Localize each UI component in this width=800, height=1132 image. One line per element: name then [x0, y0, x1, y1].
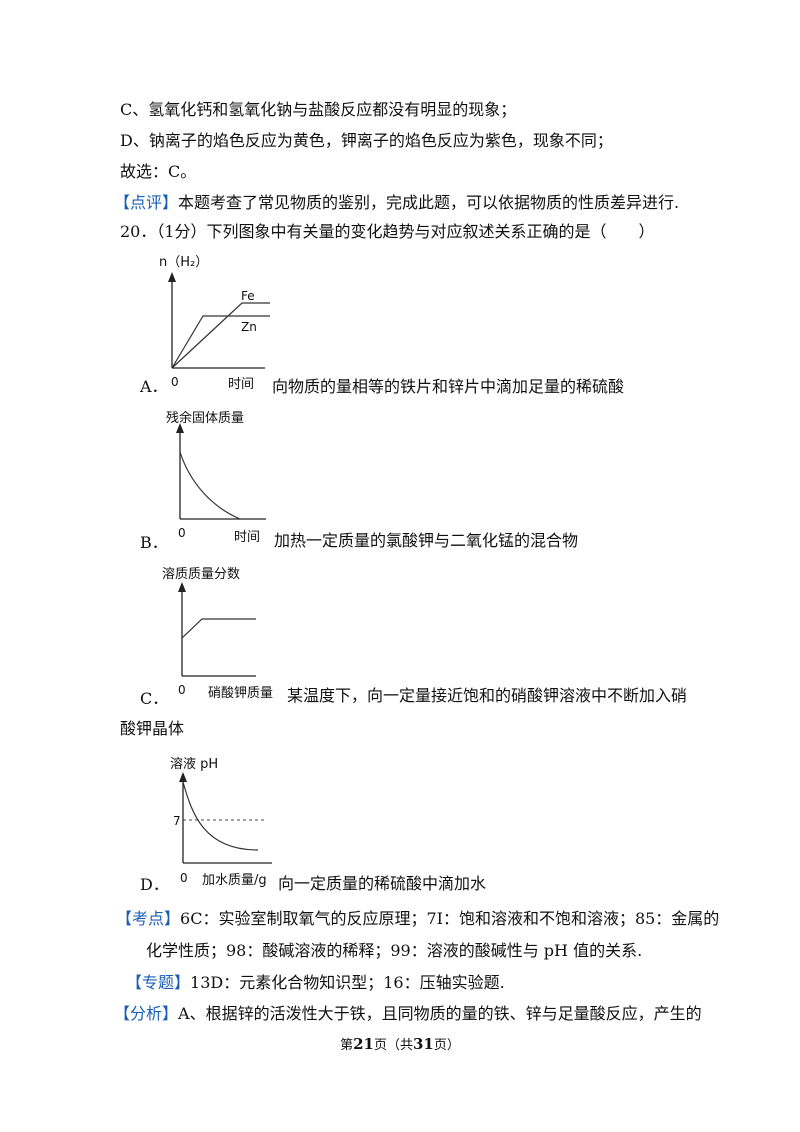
comment-text: 本题考查了常见物质的鉴别，完成此题，可以依据物质的性质差异进行.: [178, 193, 680, 212]
graph-b-curve: [179, 451, 241, 520]
graph-d: 溶液 pH 7 0 加水质量/g: [160, 752, 280, 896]
option-d: D．: [140, 874, 169, 896]
graph-b: 残余固体质量 0 时间: [162, 405, 272, 554]
option-c-letter: C．: [140, 689, 169, 708]
option-d-text: 向一定质量的稀硫酸中滴加水: [278, 874, 487, 893]
graph-a-zn-label: Zn: [241, 320, 257, 334]
graph-a-origin: 0: [171, 375, 179, 389]
kaodian-line: 【考点】6C：实验室制取氧气的反应原理；7I：饱和溶液和不饱和溶液；85：金属的: [116, 908, 719, 930]
graph-c-xlabel: 硝酸钾质量: [208, 686, 273, 701]
graph-c-line: [181, 618, 256, 639]
option-d-explanation: D、钠离子的焰色反应为黄色，钾离子的焰色反应为紫色，现象不同；: [120, 131, 613, 150]
answer-line: 故选：C。: [120, 162, 197, 181]
graph-a-fe-label: Fe: [241, 289, 255, 303]
kaodian-line-2: 化学性质；98：酸碱溶液的稀释；99：溶液的酸碱性与 pH 值的关系.: [146, 941, 643, 960]
option-c-text-cont: 酸钾晶体: [120, 719, 185, 738]
graph-d-ref-label: 7: [173, 814, 181, 828]
graph-d-xlabel: 加水质量/g: [202, 873, 267, 888]
zhuanti-tag: 【专题】: [126, 973, 191, 992]
option-a-letter: A．: [140, 377, 168, 396]
graph-b-xlabel: 时间: [234, 530, 260, 545]
option-b-letter: B．: [140, 533, 168, 552]
option-c-text: 某温度下，向一定量接近饱和的硝酸钾溶液中不断加入硝: [287, 686, 688, 705]
footer-total-pages: 31: [413, 1035, 434, 1053]
zhuanti-text: 13D：元素化合物知识型；16：压轴实验题.: [190, 973, 505, 992]
graph-d-yaxis-arrow: [179, 772, 187, 782]
graph-d-ylabel: 溶液 pH: [170, 757, 218, 772]
graph-c-origin: 0: [178, 683, 186, 697]
graph-a-zn-line: [171, 315, 270, 369]
graph-b-ylabel: 残余固体质量: [166, 410, 244, 426]
comment-tag: 【点评】: [114, 193, 179, 212]
graph-a-yaxis-arrow: [168, 272, 176, 282]
graph-d-origin: 0: [180, 871, 188, 885]
zhuanti-line: 【专题】13D：元素化合物知识型；16：压轴实验题.: [126, 972, 505, 994]
footer-pre: 第: [340, 1038, 354, 1053]
graph-a-ylabel: n（H₂）: [159, 255, 208, 270]
option-d-letter: D．: [140, 875, 169, 894]
graph-a-xlabel: 时间: [228, 377, 254, 390]
graph-c-ylabel: 溶质质量分数: [162, 567, 240, 582]
option-a-text: 向物质的量相等的铁片和锌片中滴加足量的稀硫酸: [272, 377, 625, 396]
graph-c-yaxis-arrow: [178, 582, 186, 592]
kaodian-text: 6C：实验室制取氧气的反应原理；7I：饱和溶液和不饱和溶液；85：金属的: [180, 909, 720, 928]
comment-line: 【点评】本题考查了常见物质的鉴别，完成此题，可以依据物质的性质差异进行.: [114, 192, 679, 214]
graph-c: 溶质质量分数 0 硝酸钾质量: [160, 562, 288, 706]
graph-a-fe-line: [171, 302, 270, 369]
graph-b-yaxis-arrow: [176, 423, 184, 433]
footer-mid: 页（共: [373, 1038, 413, 1053]
option-a: A．: [140, 376, 168, 398]
option-b-text: 加热一定质量的氯酸钾与二氧化锰的混合物: [274, 531, 579, 550]
graph-a: n（H₂） Fe Zn 0 时间: [155, 250, 275, 394]
footer-post: 页）: [433, 1038, 460, 1053]
option-c: C．: [140, 688, 168, 710]
footer-page-number: 21: [353, 1035, 374, 1053]
graph-b-origin: 0: [178, 526, 186, 540]
fenxi-text: A、根据锌的活泼性大于铁，且同物质的量的铁、锌与足量酸反应，产生的: [178, 1004, 702, 1023]
option-c-explanation: C、氢氧化钙和氢氧化钠与盐酸反应都没有明显的现象；: [120, 100, 517, 119]
page-footer: 第21页（共31页）: [0, 1034, 800, 1053]
kaodian-tag: 【考点】: [116, 909, 181, 928]
fenxi-tag: 【分析】: [114, 1004, 179, 1023]
question-title: 20．（1分）下列图象中有关量的变化趋势与对应叙述关系正确的是（ ）: [120, 222, 655, 241]
fenxi-line: 【分析】A、根据锌的活泼性大于铁，且同物质的量的铁、锌与足量酸反应，产生的: [114, 1003, 702, 1025]
option-b: B．: [140, 532, 168, 554]
graph-d-curve: [182, 781, 259, 851]
